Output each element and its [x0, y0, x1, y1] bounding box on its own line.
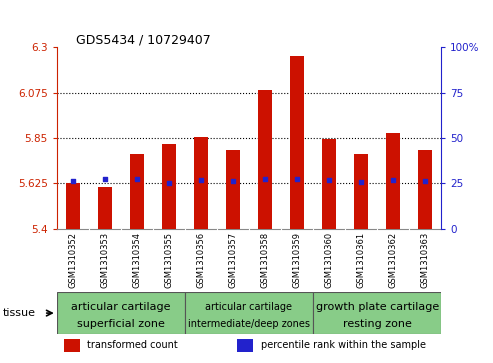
Bar: [238, 339, 253, 352]
Text: growth plate cartilage: growth plate cartilage: [316, 302, 439, 312]
Bar: [66, 183, 80, 229]
Text: superficial zone: superficial zone: [77, 318, 165, 329]
Bar: [290, 56, 304, 229]
Bar: [226, 150, 240, 229]
Text: GSM1310358: GSM1310358: [260, 232, 270, 288]
Point: [133, 176, 141, 182]
Point: [357, 179, 365, 185]
Bar: [185, 292, 313, 334]
Text: GSM1310361: GSM1310361: [356, 232, 366, 288]
Bar: [57, 292, 185, 334]
Text: GSM1310363: GSM1310363: [421, 232, 430, 288]
Bar: [386, 133, 400, 229]
Bar: [354, 154, 368, 229]
Text: GSM1310355: GSM1310355: [164, 232, 174, 288]
Point: [325, 177, 333, 183]
Point: [261, 176, 269, 182]
Text: articular cartilage: articular cartilage: [71, 302, 171, 312]
Bar: [162, 144, 176, 229]
Point: [101, 176, 108, 182]
Text: transformed count: transformed count: [87, 340, 178, 350]
Text: GDS5434 / 10729407: GDS5434 / 10729407: [76, 33, 211, 46]
Text: GSM1310360: GSM1310360: [324, 232, 334, 288]
Point: [229, 178, 237, 184]
Text: GSM1310352: GSM1310352: [68, 232, 77, 288]
Bar: [322, 139, 336, 229]
Text: intermediate/deep zones: intermediate/deep zones: [188, 318, 310, 329]
Bar: [130, 154, 144, 229]
Point: [197, 178, 205, 183]
Text: GSM1310359: GSM1310359: [292, 232, 302, 288]
Text: resting zone: resting zone: [343, 318, 412, 329]
Text: GSM1310353: GSM1310353: [100, 232, 109, 288]
Bar: [418, 150, 432, 229]
Point: [69, 178, 77, 184]
Text: percentile rank within the sample: percentile rank within the sample: [260, 340, 425, 350]
Text: GSM1310357: GSM1310357: [228, 232, 238, 288]
Text: tissue: tissue: [2, 308, 35, 318]
Bar: [65, 339, 80, 352]
Point: [293, 176, 301, 182]
Text: GSM1310356: GSM1310356: [196, 232, 206, 288]
Text: GSM1310362: GSM1310362: [388, 232, 398, 288]
Point: [389, 177, 397, 183]
Point: [165, 180, 173, 186]
Point: [421, 178, 429, 184]
Bar: [258, 90, 272, 229]
Bar: [194, 137, 208, 229]
Text: GSM1310354: GSM1310354: [132, 232, 141, 288]
Bar: [313, 292, 441, 334]
Text: articular cartilage: articular cartilage: [206, 302, 292, 312]
Bar: [98, 187, 112, 229]
